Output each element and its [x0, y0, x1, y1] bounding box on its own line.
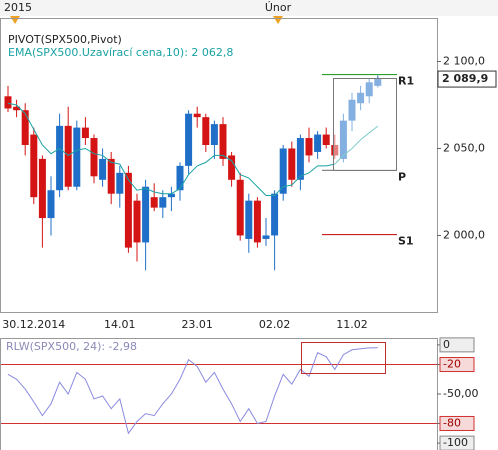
- chart-title: PIVOT(SPX500,Pivot): [8, 33, 122, 46]
- y-tick-label: 0: [443, 338, 450, 351]
- candle-body: [185, 113, 193, 166]
- tick-box: [439, 415, 475, 431]
- main-panel: [0, 18, 438, 313]
- candle-body: [228, 155, 236, 180]
- candle-body: [348, 99, 356, 121]
- y-tick-label: -20: [443, 358, 461, 371]
- candle-body: [133, 200, 141, 243]
- candle-body: [73, 127, 81, 187]
- candle-body: [236, 179, 244, 236]
- ema-legend: EMA(SPX500.Uzavírací cena,10): 2 062,8: [8, 46, 233, 59]
- x-tick-label: 11.02: [336, 318, 368, 331]
- pivot-label: R1: [398, 75, 414, 88]
- y-tick-label: 2 100,0: [443, 54, 485, 67]
- x-tick-label: 30.12.2014: [2, 318, 65, 331]
- candle-body: [253, 200, 261, 243]
- price-box: [437, 70, 497, 88]
- x-tick-label: 23.01: [181, 318, 213, 331]
- candle-body: [202, 117, 210, 145]
- timeline-bar: [0, 0, 498, 16]
- candle-body: [193, 113, 201, 118]
- pivot-label: P: [398, 170, 406, 183]
- candle-body: [56, 125, 64, 191]
- candle-body: [262, 235, 270, 239]
- candle-body: [116, 172, 124, 194]
- price-label: 2 089,9: [442, 72, 488, 85]
- tick-box: [439, 337, 475, 353]
- candle-body: [81, 127, 89, 139]
- candle-body: [124, 172, 132, 248]
- candle-body: [21, 110, 29, 145]
- marker: [273, 16, 283, 24]
- candle-body: [219, 124, 227, 159]
- candle-body: [150, 197, 158, 208]
- y-tick-label: -50,00: [443, 387, 478, 400]
- oscillator-title: RLW(SPX500, 24): -2,98: [6, 340, 137, 353]
- candle-body: [374, 79, 382, 86]
- x-tick-label: 02.02: [259, 318, 291, 331]
- candle-body: [245, 200, 253, 239]
- candle-body: [296, 138, 304, 180]
- pivot-box: [333, 78, 397, 171]
- candle-body: [357, 92, 365, 104]
- candle-body: [107, 158, 115, 194]
- candle-body: [90, 138, 98, 177]
- candle-body: [339, 120, 347, 159]
- month-label: Únor: [265, 1, 292, 14]
- candle-body: [322, 134, 330, 145]
- tick-box: [439, 435, 475, 450]
- marker: [10, 16, 20, 24]
- y-tick-label: 2 050,0: [443, 141, 485, 154]
- candle-body: [314, 134, 322, 152]
- candle-body: [271, 193, 279, 236]
- candle-body: [30, 134, 38, 198]
- oscillator-panel: [0, 338, 438, 450]
- candle-body: [365, 82, 373, 97]
- candle-body: [64, 125, 72, 187]
- candle-body: [331, 144, 339, 156]
- y-tick-label: -80: [443, 416, 461, 429]
- ema-line: [7, 102, 379, 196]
- highlight-box: [301, 342, 386, 374]
- candle-body: [210, 124, 218, 145]
- x-tick-label: 14.01: [104, 318, 136, 331]
- candle-body: [47, 190, 55, 219]
- candle-body: [159, 197, 167, 208]
- candle-body: [142, 186, 150, 243]
- candle-body: [99, 158, 107, 180]
- candle-body: [305, 138, 313, 156]
- pivot-label: S1: [398, 235, 414, 248]
- candle-body: [4, 96, 12, 109]
- candle-body: [288, 148, 296, 180]
- candle-body: [38, 158, 46, 219]
- y-tick-label: -100: [443, 436, 468, 449]
- candle-body: [13, 106, 21, 111]
- y-tick-label: 2 000,0: [443, 228, 485, 241]
- oscillator-line: [7, 347, 378, 435]
- year-label: 2015: [4, 1, 32, 14]
- candle-body: [176, 165, 184, 191]
- candle-body: [167, 193, 175, 198]
- tick-box: [439, 357, 475, 373]
- candle-body: [279, 148, 287, 194]
